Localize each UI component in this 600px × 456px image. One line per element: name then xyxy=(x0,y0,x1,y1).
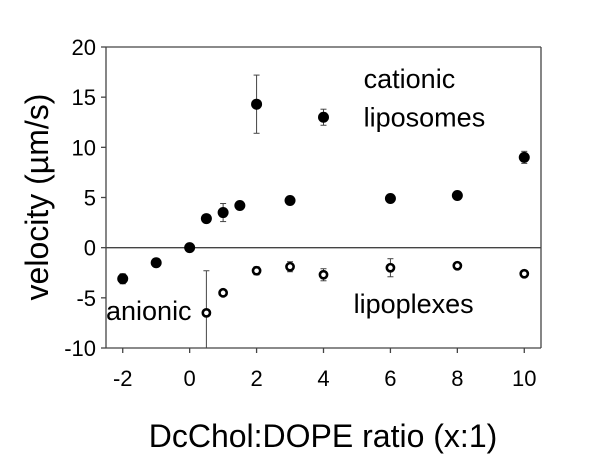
x-tick-label: 10 xyxy=(512,366,536,391)
annotation-liposomes: liposomes xyxy=(364,102,486,132)
annotation-cationic: cationic xyxy=(364,64,456,94)
x-tick-label: 6 xyxy=(384,366,396,391)
data-point-cationic-liposomes xyxy=(284,195,296,207)
data-point-cationic-liposomes xyxy=(117,273,129,285)
data-point-cationic-liposomes xyxy=(318,111,329,123)
y-tick-label: 20 xyxy=(72,35,96,60)
data-point-cationic-liposomes xyxy=(518,151,530,163)
data-point-lipoplexes xyxy=(201,307,212,318)
y-tick-label: 10 xyxy=(72,135,96,160)
data-point-cationic-liposomes xyxy=(251,98,263,110)
x-tick-label: -2 xyxy=(113,366,133,391)
x-tick-label: 8 xyxy=(451,366,463,391)
annotation-lipoplexes: lipoplexes xyxy=(354,289,474,319)
data-point-cationic-liposomes xyxy=(184,242,196,254)
data-point-lipoplexes xyxy=(452,260,463,271)
data-point-lipoplexes xyxy=(318,269,329,280)
y-tick-label: 0 xyxy=(84,236,96,261)
annotation-anionic: anionic xyxy=(106,296,192,326)
data-point-cationic-liposomes xyxy=(451,189,463,201)
data-point-cationic-liposomes xyxy=(150,257,162,269)
data-point-lipoplexes xyxy=(251,265,262,276)
y-tick-label: -10 xyxy=(64,336,96,361)
data-point-lipoplexes xyxy=(519,268,530,279)
y-tick-label: 5 xyxy=(84,186,96,211)
x-axis-title: DcChol:DOPE ratio (x:1) xyxy=(149,418,498,454)
data-point-cationic-liposomes xyxy=(234,200,246,212)
data-point-cationic-liposomes xyxy=(384,193,396,205)
data-point-cationic-liposomes xyxy=(200,213,212,225)
data-point-lipoplexes xyxy=(385,262,396,273)
x-tick-label: 4 xyxy=(317,366,329,391)
y-tick-label: 15 xyxy=(72,85,96,110)
data-point-cationic-liposomes xyxy=(217,207,229,219)
data-point-lipoplexes xyxy=(285,261,295,272)
x-tick-label: 0 xyxy=(184,366,196,391)
x-tick-label: 2 xyxy=(250,366,262,391)
y-tick-label: -5 xyxy=(76,286,96,311)
y-axis-title: velocity (µm/s) xyxy=(19,94,55,301)
data-point-lipoplexes xyxy=(218,287,229,298)
